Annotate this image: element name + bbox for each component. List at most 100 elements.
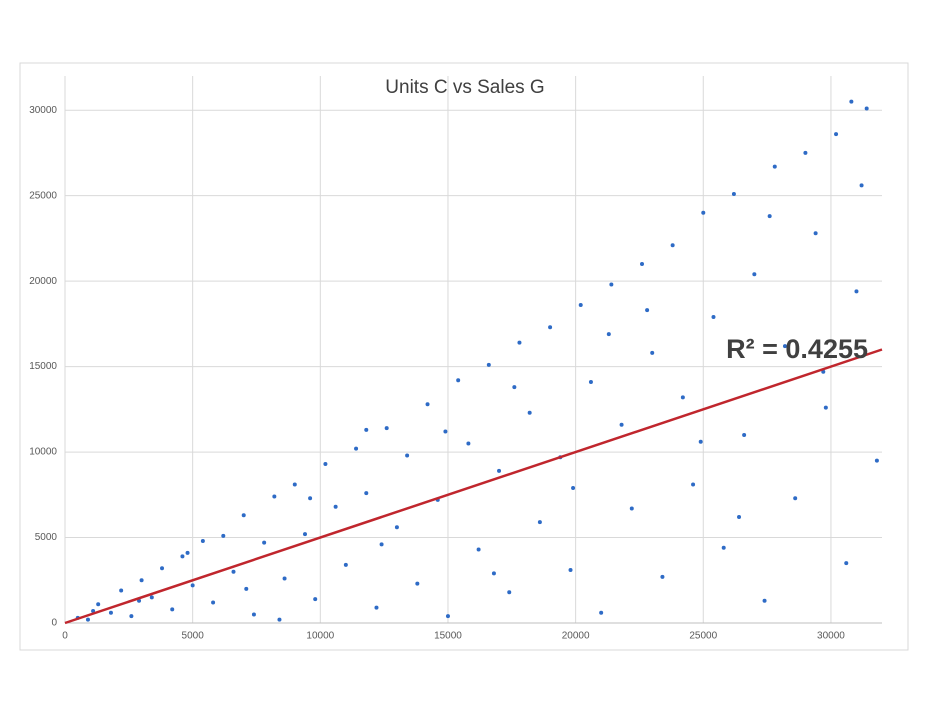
point — [211, 600, 216, 605]
point — [221, 533, 226, 538]
y-tick-label: 10000 — [29, 447, 57, 458]
point — [313, 597, 318, 602]
y-tick-label: 20000 — [29, 276, 57, 287]
point — [568, 568, 573, 573]
point — [364, 491, 369, 496]
point — [185, 550, 190, 555]
point — [711, 315, 716, 320]
point — [599, 610, 604, 615]
point — [517, 340, 522, 345]
point — [244, 586, 249, 591]
point — [854, 289, 859, 294]
point — [96, 602, 101, 607]
chart-title: Units C vs Sales G — [385, 77, 544, 98]
point — [343, 562, 348, 567]
x-tick-label: 5000 — [182, 631, 205, 642]
point — [548, 325, 553, 330]
point — [731, 191, 736, 196]
point — [394, 525, 399, 530]
y-tick-label: 15000 — [29, 361, 57, 372]
point — [834, 132, 839, 137]
point — [742, 432, 747, 437]
x-tick-label: 20000 — [562, 631, 590, 642]
point — [190, 583, 195, 588]
y-tick-label: 25000 — [29, 190, 57, 201]
point — [170, 607, 175, 612]
point — [160, 566, 165, 571]
point — [445, 614, 450, 619]
point — [277, 617, 282, 622]
point — [85, 617, 90, 622]
x-tick-label: 30000 — [817, 631, 845, 642]
point — [282, 576, 287, 581]
point — [629, 506, 634, 511]
x-tick-label: 25000 — [689, 631, 717, 642]
point — [512, 385, 517, 390]
point — [660, 574, 665, 579]
point — [571, 485, 576, 490]
point — [491, 571, 496, 576]
point — [844, 561, 849, 566]
x-tick-label: 10000 — [306, 631, 334, 642]
point — [231, 569, 236, 574]
point — [108, 610, 113, 615]
point — [752, 272, 757, 277]
point — [606, 332, 611, 337]
point — [864, 106, 869, 111]
point — [772, 164, 777, 169]
point — [466, 441, 471, 446]
point — [537, 520, 542, 525]
point — [486, 362, 491, 367]
point — [443, 429, 448, 434]
point — [670, 243, 675, 248]
point — [762, 598, 767, 603]
point — [302, 532, 307, 537]
point — [262, 540, 267, 545]
chart-frame — [19, 62, 909, 651]
point — [874, 458, 879, 463]
point — [849, 99, 854, 104]
point — [650, 350, 655, 355]
point — [456, 378, 461, 383]
y-tick-label: 0 — [51, 618, 57, 629]
point — [119, 588, 124, 593]
trendline — [64, 348, 883, 625]
point — [619, 422, 624, 427]
point — [241, 513, 246, 518]
point — [645, 308, 650, 313]
point — [425, 402, 430, 407]
point — [139, 578, 144, 583]
y-tick-label: 30000 — [29, 105, 57, 116]
point — [251, 612, 256, 617]
point — [737, 515, 742, 520]
point — [578, 303, 583, 308]
point — [823, 405, 828, 410]
point — [354, 446, 359, 451]
point — [384, 426, 389, 431]
point — [859, 183, 864, 188]
point — [364, 427, 369, 432]
point — [803, 150, 808, 155]
point — [415, 581, 420, 586]
point — [588, 379, 593, 384]
point — [698, 439, 703, 444]
x-tick-label: 15000 — [434, 631, 462, 642]
point — [374, 605, 379, 610]
point — [200, 538, 205, 543]
point — [405, 453, 410, 458]
point — [793, 496, 798, 501]
point — [308, 496, 313, 501]
point — [701, 210, 706, 215]
point — [149, 595, 154, 600]
point — [609, 282, 614, 287]
point — [292, 482, 297, 487]
x-tick-label: 0 — [62, 631, 68, 642]
point — [782, 344, 787, 349]
point — [129, 614, 134, 619]
point — [507, 590, 512, 595]
point — [272, 494, 277, 499]
point — [180, 554, 185, 559]
point — [767, 214, 772, 219]
point — [691, 482, 696, 487]
